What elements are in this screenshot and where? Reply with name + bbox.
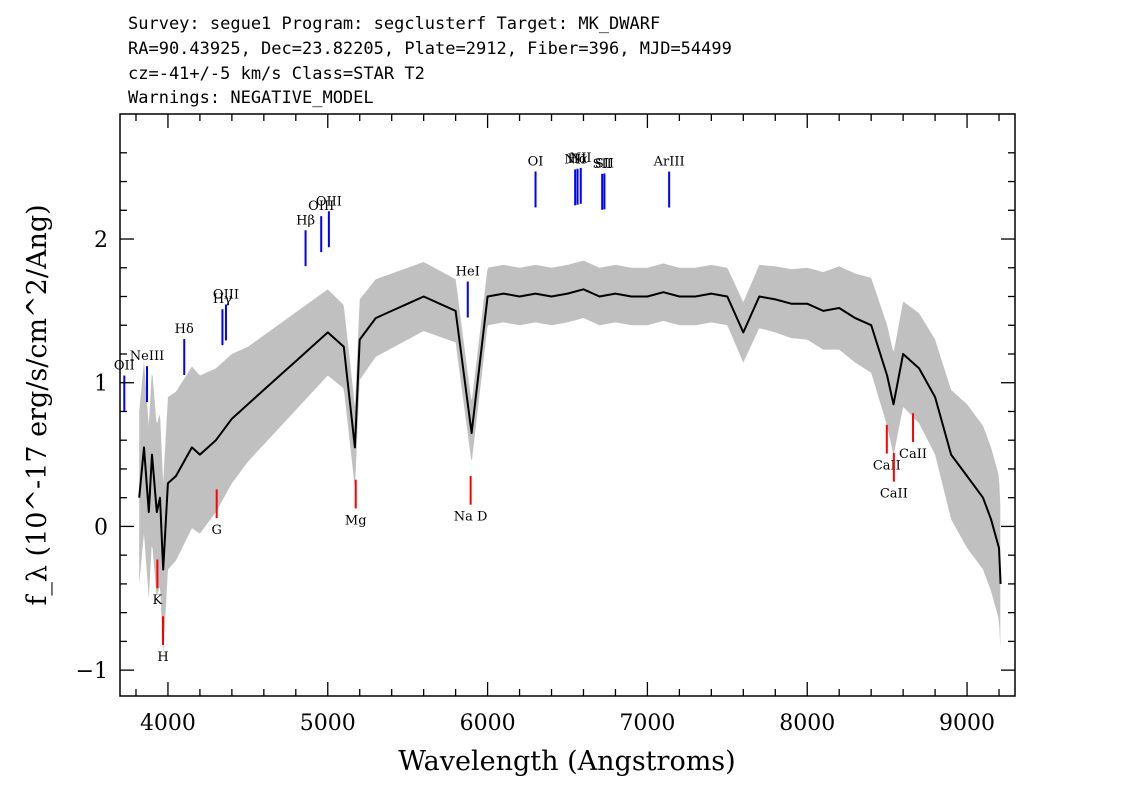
emission-line-label: OII (114, 359, 135, 374)
header-line-survey: Survey: segue1 Program: segclusterf Targ… (128, 14, 660, 34)
emission-line-label: NII (564, 152, 586, 167)
emission-line-label: NII (570, 151, 592, 166)
absorption-line-label: CaII (873, 459, 901, 474)
x-tick-label: 6000 (460, 711, 516, 736)
absorption-line-label: G (211, 523, 221, 538)
y-tick-label: 0 (94, 515, 108, 540)
absorption-line-label: K (153, 593, 163, 608)
emission-line-label: SII (595, 156, 614, 171)
emission-line-label: NeIII (130, 349, 164, 364)
header-line-warnings: Warnings: NEGATIVE_MODEL (128, 88, 374, 108)
x-tick-label: 4000 (140, 711, 196, 736)
absorption-line-label: CaII (899, 447, 927, 462)
noise-band (139, 260, 1001, 656)
flux-line (138, 288, 1002, 584)
header-line-coordinates: RA=90.43925, Dec=23.82205, Plate=2912, F… (128, 39, 732, 59)
y-tick-label: 2 (94, 228, 108, 253)
y-tick-label: −1 (76, 659, 108, 684)
x-tick-label: 9000 (939, 711, 995, 736)
x-axis-title: Wavelength (Angstroms) (398, 746, 735, 777)
emission-line-label: OI (528, 154, 544, 169)
absorption-line-label: Mg (345, 513, 367, 528)
emission-line-label: Hβ (296, 213, 315, 228)
emission-line-label: OIII (213, 287, 239, 302)
x-tick-label: 5000 (300, 711, 356, 736)
emission-line-label: OIII (316, 194, 342, 209)
y-tick-label: 1 (94, 372, 108, 397)
emission-line-label: ArIII (653, 155, 685, 170)
emission-line-label: Hα (568, 152, 588, 167)
plot-frame (119, 113, 1016, 697)
flux-series (138, 288, 1002, 584)
y-axis-title: f_λ (10^-17 erg/s/cm^2/Ang) (22, 204, 53, 605)
absorption-line-label: CaII (880, 487, 908, 502)
emission-line-label: SII (593, 157, 612, 172)
header-line-redshift-class: cz=-41+/-5 km/s Class=STAR T2 (128, 64, 425, 84)
noise-band-area (139, 260, 1001, 656)
absorption-line-label: H (157, 650, 168, 665)
x-tick-label: 7000 (619, 711, 675, 736)
emission-line-label: OIII (308, 199, 334, 214)
emission-line-label: HeI (456, 265, 480, 280)
emission-line-label: Hγ (213, 292, 232, 307)
axis-ticks: 4000 5000 6000 7000 8000 9000 −1 0 1 2 (76, 114, 1015, 736)
emission-line-label: Hδ (175, 322, 194, 337)
absorption-line-label: Na D (454, 510, 488, 525)
x-tick-label: 8000 (779, 711, 835, 736)
